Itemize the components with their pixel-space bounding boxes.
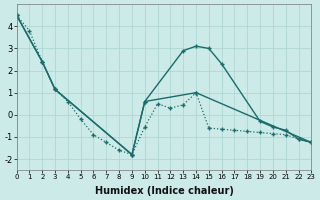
X-axis label: Humidex (Indice chaleur): Humidex (Indice chaleur) <box>94 186 233 196</box>
